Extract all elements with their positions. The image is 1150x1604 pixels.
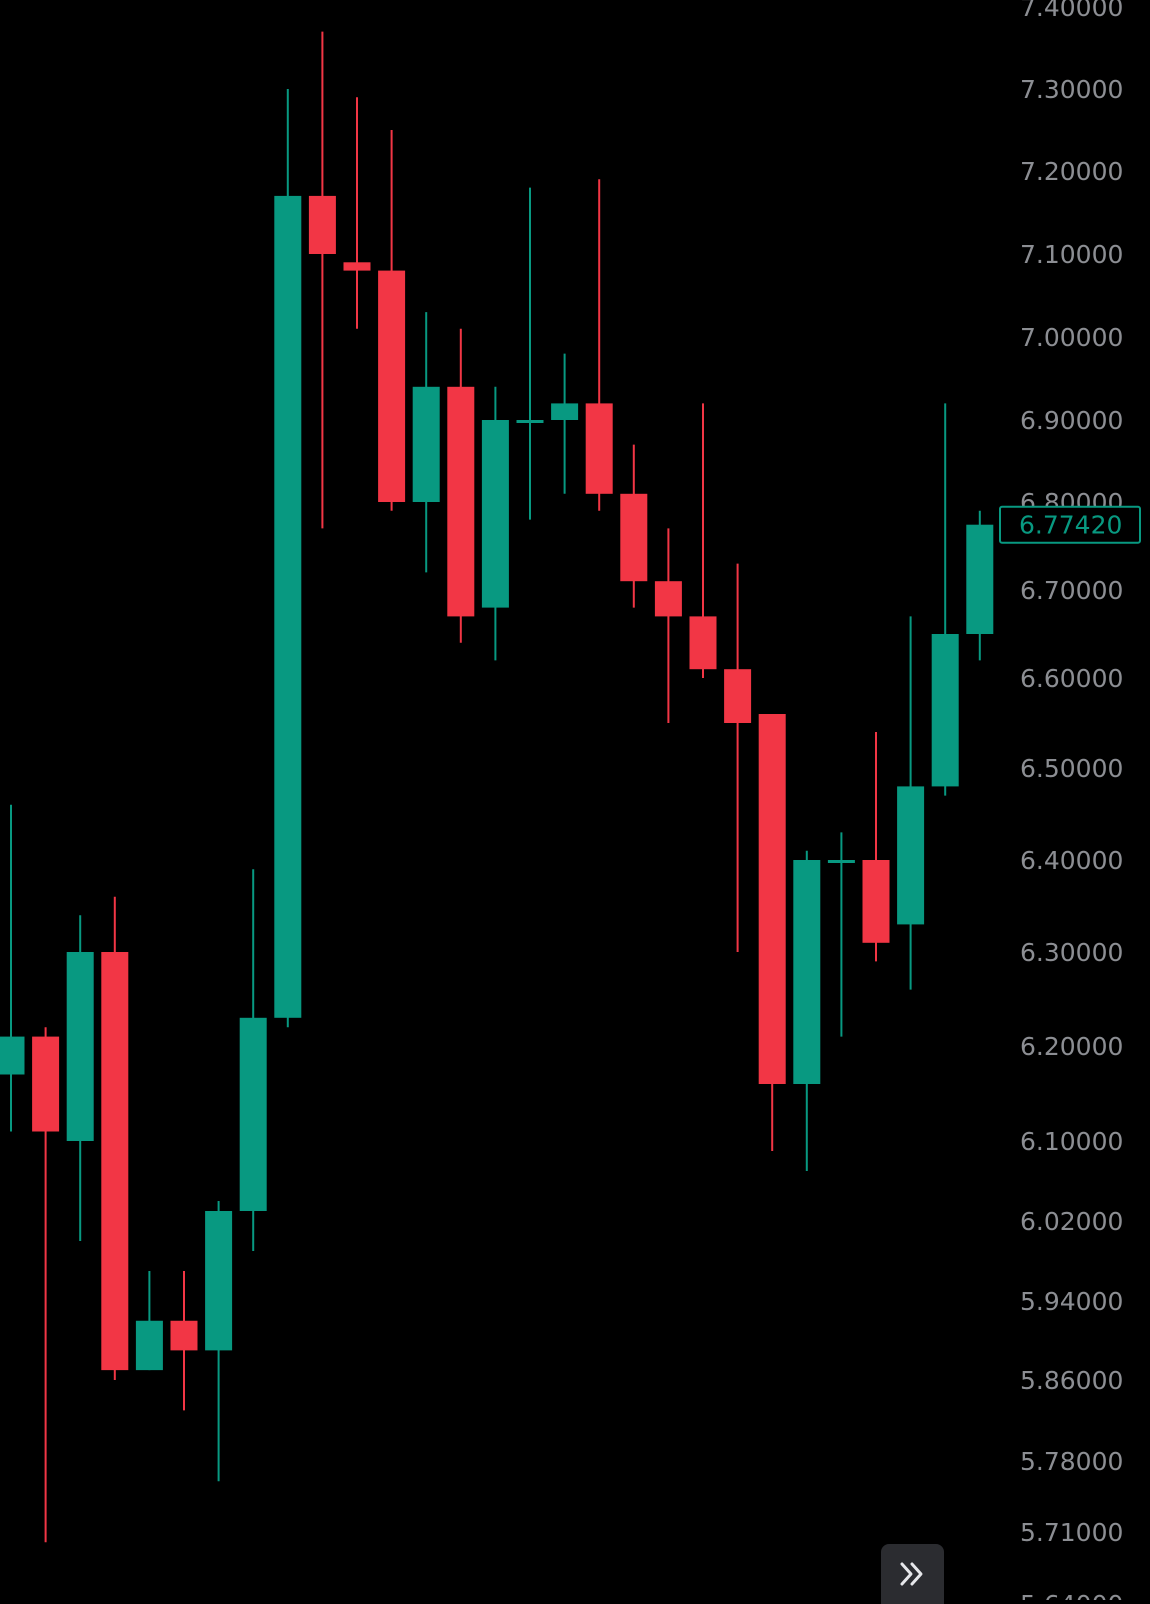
y-tick-label: 6.10000 bbox=[1020, 1127, 1123, 1156]
y-tick-label: 7.10000 bbox=[1020, 240, 1123, 269]
candle-body bbox=[447, 386, 475, 617]
y-tick-label: 6.02000 bbox=[1020, 1207, 1123, 1236]
candle-body bbox=[205, 1211, 233, 1351]
y-tick-label: 6.60000 bbox=[1020, 664, 1123, 693]
candle bbox=[897, 616, 925, 990]
candle-body bbox=[308, 195, 336, 254]
y-tick-label: 7.20000 bbox=[1020, 157, 1123, 186]
candle bbox=[170, 1271, 198, 1411]
candle-body bbox=[32, 1036, 60, 1132]
candle-body bbox=[551, 403, 579, 420]
y-tick-label: 6.30000 bbox=[1020, 938, 1123, 967]
y-tick-label: 6.70000 bbox=[1020, 576, 1123, 605]
candle-body bbox=[585, 403, 613, 494]
candle-body bbox=[654, 581, 682, 617]
candle bbox=[101, 896, 129, 1380]
y-tick-label: 5.94000 bbox=[1020, 1287, 1123, 1316]
candle bbox=[378, 130, 406, 511]
candle-body bbox=[66, 952, 94, 1141]
candles-layer bbox=[0, 31, 994, 1543]
candle-body bbox=[793, 860, 821, 1084]
candle-body bbox=[343, 262, 371, 271]
current-price-tag: 6.77420 bbox=[999, 505, 1141, 544]
candle bbox=[620, 444, 648, 608]
candle bbox=[827, 832, 855, 1037]
candle bbox=[135, 1271, 163, 1371]
candle bbox=[966, 510, 994, 661]
candle-body bbox=[378, 270, 406, 502]
candle-body bbox=[689, 616, 717, 670]
candle-body bbox=[239, 1017, 267, 1211]
y-tick-label: 6.20000 bbox=[1020, 1032, 1123, 1061]
candle-body bbox=[516, 420, 544, 423]
candle bbox=[274, 89, 302, 1028]
double-chevron-right-icon bbox=[900, 1562, 922, 1586]
candle bbox=[862, 732, 890, 962]
candle bbox=[793, 850, 821, 1171]
candle bbox=[0, 804, 25, 1132]
candle-body bbox=[931, 634, 959, 787]
candle-body bbox=[101, 952, 129, 1371]
candle-body bbox=[827, 860, 855, 863]
y-tick-label: 6.50000 bbox=[1020, 754, 1123, 783]
candle bbox=[516, 187, 544, 520]
candle-body bbox=[0, 1036, 25, 1075]
candle bbox=[308, 31, 336, 529]
current-price-box bbox=[999, 505, 1141, 544]
y-tick-label: 5.64000 bbox=[1020, 1590, 1123, 1600]
y-tick-label: 7.00000 bbox=[1020, 323, 1123, 352]
candle bbox=[724, 563, 752, 952]
candle bbox=[654, 528, 682, 723]
candle bbox=[447, 328, 475, 643]
candle bbox=[239, 869, 267, 1251]
candle bbox=[551, 353, 579, 494]
y-tick-label: 7.30000 bbox=[1020, 75, 1123, 104]
candle-body bbox=[966, 524, 994, 634]
y-tick-label: 6.40000 bbox=[1020, 846, 1123, 875]
candle-body bbox=[758, 714, 786, 1084]
candle-body bbox=[862, 860, 890, 943]
candle bbox=[481, 386, 509, 661]
y-tick-label: 5.71000 bbox=[1020, 1518, 1123, 1547]
candle bbox=[412, 312, 440, 573]
candle bbox=[585, 179, 613, 511]
scroll-to-realtime-button[interactable] bbox=[881, 1544, 944, 1604]
candle bbox=[758, 714, 786, 1151]
candle-body bbox=[412, 386, 440, 502]
candle bbox=[931, 403, 959, 796]
candle-body bbox=[724, 669, 752, 723]
price-axis[interactable]: 7.40000 7.30000 7.20000 7.10000 7.00000 6.900… bbox=[1020, 0, 1123, 1600]
candle bbox=[32, 1027, 60, 1543]
candle bbox=[689, 403, 717, 678]
candle-body bbox=[274, 195, 302, 1018]
candle bbox=[343, 97, 371, 329]
candle-body bbox=[135, 1320, 163, 1371]
y-tick-label: 5.86000 bbox=[1020, 1366, 1123, 1395]
candle-body bbox=[481, 420, 509, 608]
y-tick-label: 6.90000 bbox=[1020, 406, 1123, 435]
y-tick-label: 5.78000 bbox=[1020, 1447, 1123, 1476]
y-tick-label: 7.40000 bbox=[1020, 0, 1123, 22]
candle-body bbox=[620, 493, 648, 582]
candle-body bbox=[170, 1320, 198, 1351]
candle bbox=[205, 1201, 233, 1482]
current-price-label: 6.77420 bbox=[1019, 511, 1122, 540]
candle-body bbox=[897, 786, 925, 925]
candle bbox=[66, 915, 94, 1241]
